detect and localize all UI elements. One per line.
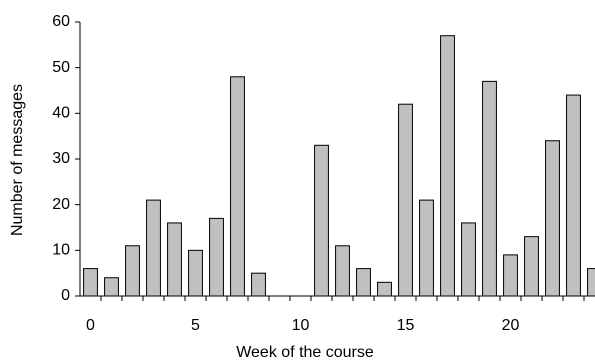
- bar: [503, 254, 518, 297]
- bar: [146, 199, 161, 297]
- bar: [524, 236, 539, 297]
- bar: [419, 199, 434, 297]
- y-axis-label: Number of messages: [9, 84, 26, 236]
- y-tick-label: 60: [52, 13, 70, 30]
- bar: [356, 268, 371, 297]
- y-tick-label: 30: [52, 150, 70, 167]
- bar: [377, 281, 392, 297]
- bar: [188, 249, 203, 297]
- bar: [587, 268, 595, 297]
- bar: [461, 222, 476, 297]
- bar: [482, 80, 497, 297]
- x-tick-label: 5: [191, 317, 200, 334]
- y-tick-label: 50: [52, 59, 70, 76]
- y-tick-label: 20: [52, 196, 70, 213]
- bar: [104, 277, 119, 297]
- x-axis-label: Week of the course: [236, 344, 374, 361]
- x-tick-label: 15: [397, 317, 415, 334]
- x-tick-label: 20: [502, 317, 520, 334]
- y-tick-label: 10: [52, 242, 70, 259]
- bar: [230, 76, 245, 297]
- bar: [83, 268, 98, 297]
- bar: [314, 144, 329, 297]
- y-tick-label: 40: [52, 105, 70, 122]
- bar: [251, 272, 266, 297]
- bar: [545, 140, 560, 297]
- x-tick-label: 0: [86, 317, 95, 334]
- bar: [167, 222, 182, 297]
- bar: [398, 103, 413, 297]
- bar: [566, 94, 581, 297]
- bar: [125, 245, 140, 297]
- x-tick-label: 10: [292, 317, 310, 334]
- y-tick-label: 0: [61, 287, 70, 304]
- bar: [209, 217, 224, 297]
- bar: [440, 35, 455, 297]
- bar: [335, 245, 350, 297]
